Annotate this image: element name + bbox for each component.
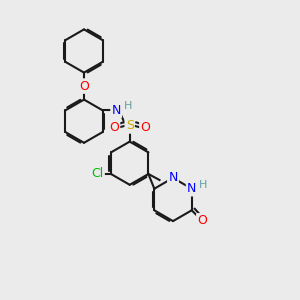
Text: S: S [126,119,134,133]
Text: N: N [168,171,178,184]
Text: H: H [199,180,207,190]
Text: O: O [109,121,119,134]
Text: O: O [140,121,150,134]
Text: N: N [112,104,121,117]
Text: O: O [197,214,207,227]
Text: H: H [123,101,132,111]
Text: O: O [79,80,89,93]
Text: Cl: Cl [92,167,104,181]
Text: N: N [187,182,196,195]
